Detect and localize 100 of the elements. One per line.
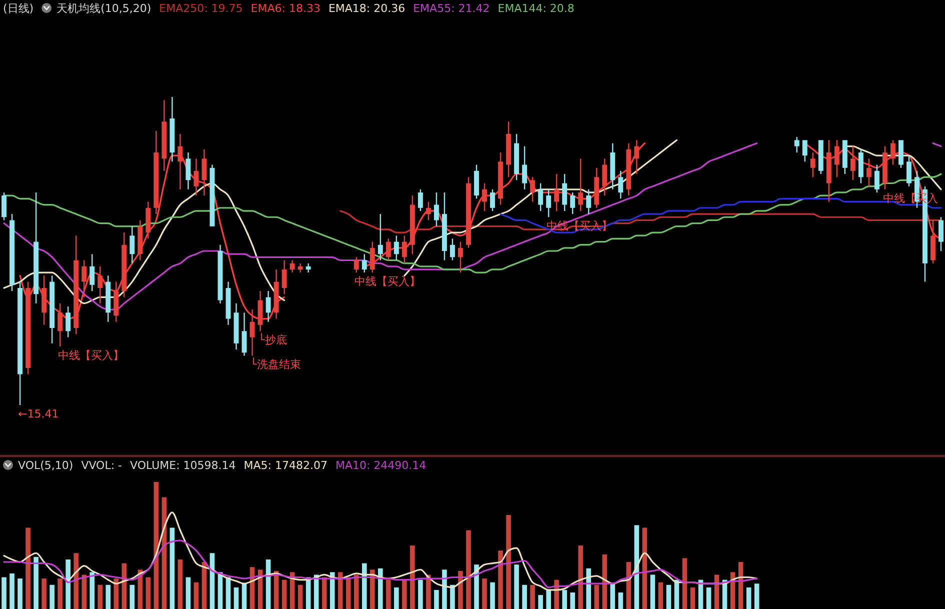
candlestick (250, 310, 255, 356)
bar (418, 580, 423, 609)
bar (522, 584, 527, 609)
candlestick (458, 242, 463, 273)
candlestick (130, 226, 135, 264)
bar (402, 580, 407, 609)
candlestick (170, 97, 175, 162)
bar (562, 590, 567, 609)
text: MA10: 24490.14 (335, 459, 426, 472)
bar (514, 564, 519, 609)
chart-title: VOL(5,10) (18, 459, 74, 472)
text: 中线【买入】 (58, 348, 124, 362)
candlestick (490, 189, 496, 211)
bar (642, 528, 648, 609)
candlestick (474, 164, 479, 199)
candlestick (354, 257, 359, 273)
bar (2, 577, 6, 609)
bar (490, 582, 495, 609)
bar (690, 587, 696, 609)
candlestick (506, 122, 512, 178)
candlestick (554, 174, 560, 211)
bar (58, 578, 62, 609)
bar (498, 550, 503, 609)
candlestick (82, 260, 87, 298)
bar (594, 584, 600, 609)
bar (26, 528, 30, 609)
candlestick (138, 220, 143, 260)
text: EMA6: 18.33 (250, 2, 320, 15)
bar (546, 590, 551, 609)
bar (474, 564, 479, 609)
bar (34, 556, 38, 609)
candlestick (210, 164, 215, 226)
candlestick (522, 146, 528, 190)
candlestick (618, 170, 624, 199)
candlestick (546, 189, 552, 218)
text: └洗盘结束 (250, 358, 301, 372)
bar (10, 573, 14, 609)
text: ←15.41 (18, 408, 59, 420)
bar (682, 558, 688, 609)
bar (610, 584, 616, 609)
bar (354, 574, 359, 609)
candlestick (610, 143, 616, 190)
text: EMA250: 19.75 (159, 2, 243, 15)
candlestick (586, 189, 592, 214)
bar (482, 578, 487, 609)
text: EMA55: 21.42 (413, 2, 490, 15)
candlestick (242, 312, 247, 356)
candlestick (234, 303, 239, 350)
text: VVOL: - (81, 459, 122, 472)
bar (90, 572, 94, 609)
candlestick (378, 214, 383, 260)
candlestick (274, 269, 279, 319)
candlestick (858, 149, 864, 184)
candlestick (290, 260, 295, 273)
bar (106, 584, 111, 609)
candlestick (466, 177, 471, 248)
candlestick (826, 140, 832, 202)
bar (394, 587, 399, 609)
candlestick (146, 202, 151, 239)
candlestick (162, 100, 167, 171)
candlestick (178, 134, 183, 190)
bar (178, 559, 183, 609)
candlestick (938, 217, 944, 251)
bar (82, 574, 86, 609)
bar (570, 592, 576, 609)
text: EMA144: 20.8 (498, 2, 574, 15)
bar (114, 578, 119, 609)
candlestick (842, 140, 848, 174)
candlestick (122, 232, 127, 298)
candlestick (626, 143, 632, 196)
candlestick (794, 137, 800, 152)
candlestick (594, 168, 600, 208)
bar (650, 574, 656, 609)
text: 中线【买入】 (354, 275, 420, 288)
candlestick (410, 196, 415, 254)
candlestick (898, 140, 904, 168)
bar (194, 582, 199, 609)
bar (530, 584, 535, 609)
candlestick (426, 202, 431, 220)
candlestick (538, 183, 544, 211)
bar (386, 580, 391, 609)
candlestick (66, 306, 71, 338)
candlestick (866, 158, 872, 186)
bar (338, 572, 343, 609)
candlestick (18, 282, 23, 405)
bar (506, 515, 511, 609)
candlestick (450, 238, 455, 260)
bar (346, 577, 351, 609)
bar (746, 587, 752, 609)
candlestick (530, 177, 536, 202)
candlestick (2, 192, 6, 220)
candlestick (74, 236, 79, 334)
bar (706, 587, 712, 609)
bar (602, 554, 608, 609)
bar (50, 584, 54, 609)
chart-title: (日线) (3, 2, 34, 15)
bar (362, 563, 367, 609)
candlestick (266, 291, 271, 322)
bar (242, 584, 247, 609)
candlestick (514, 134, 520, 180)
